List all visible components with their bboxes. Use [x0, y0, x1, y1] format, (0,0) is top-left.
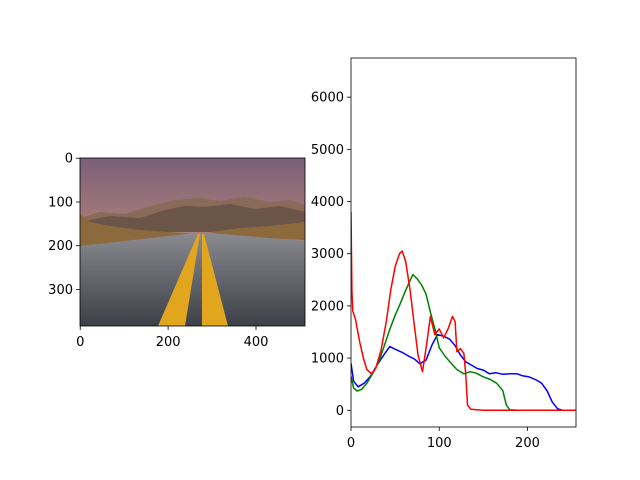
histogram-ytick-label: 3000 [311, 247, 344, 262]
histogram-ytick-label: 4000 [311, 195, 344, 210]
center-line-left [158, 234, 200, 326]
histogram-xtick-label: 100 [427, 436, 452, 451]
histogram-ytick-label: 1000 [311, 352, 344, 367]
histogram-xtick-label: 200 [515, 436, 540, 451]
photo-axes: 0 200 400 0 100 200 300 [48, 152, 268, 350]
photo-frame [79, 157, 306, 327]
green-channel-line [351, 273, 576, 412]
histogram-ytick-label: 6000 [311, 91, 344, 106]
roadside-brush-left [80, 214, 195, 246]
histogram-frame [350, 57, 577, 428]
photo-xtick-label: 400 [244, 335, 269, 350]
red-channel-line [351, 211, 576, 412]
histogram-series [351, 211, 576, 412]
histogram-ytick-label: 2000 [311, 299, 344, 314]
histogram-ytick-label: 5000 [311, 143, 344, 158]
photo-xtick-label: 0 [76, 335, 84, 350]
photo-panel: 0 200 400 0 100 200 300 [48, 152, 306, 350]
photo-ytick-label: 300 [48, 283, 73, 298]
histogram-ytick-label: 0 [336, 404, 344, 419]
photo-ytick-label: 200 [48, 239, 73, 254]
photo-ytick-label: 100 [48, 195, 73, 210]
histogram-xtick-label: 0 [347, 436, 355, 451]
road-photo [80, 158, 305, 326]
mountains [80, 204, 305, 232]
center-line-right [202, 234, 228, 326]
photo-ytick-label: 0 [65, 152, 73, 167]
photo-xtick-label: 200 [156, 335, 181, 350]
